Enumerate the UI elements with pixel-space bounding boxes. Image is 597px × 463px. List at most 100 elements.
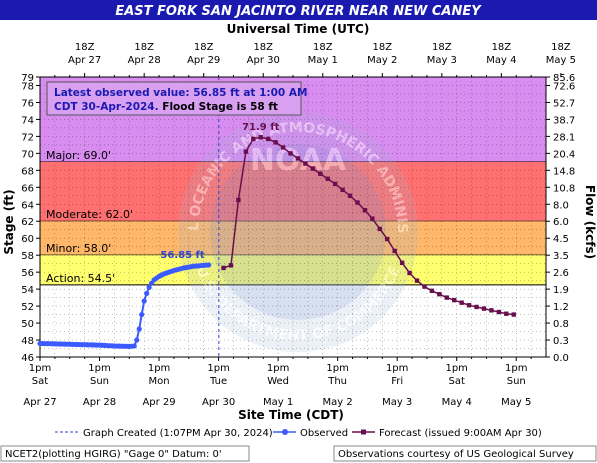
info-box-line2-flood: Flood Stage is 58 ft xyxy=(159,101,278,113)
cdt-tick-date: Apr 28 xyxy=(83,397,116,408)
stage-tick-label: 66 xyxy=(21,183,34,194)
cdt-tick-day: Tue xyxy=(209,376,227,387)
stage-tick-label: 78 xyxy=(21,81,34,92)
stage-tick-label: 60 xyxy=(21,234,34,245)
forecast-point xyxy=(459,300,464,305)
cdt-tick-date: Apr 30 xyxy=(202,397,235,408)
info-box-line1: Latest observed value: 56.85 ft at 1:00 … xyxy=(54,87,307,99)
observed-point xyxy=(146,284,152,291)
forecast-point xyxy=(362,208,368,213)
utc-tick-hour: 18Z xyxy=(75,42,95,53)
info-box-line2: CDT 30-Apr-2024. Flood Stage is 58 ft xyxy=(54,101,278,113)
cdt-tick-date: Apr 27 xyxy=(23,397,56,408)
info-box-line2-date: CDT 30-Apr-2024. xyxy=(54,101,159,113)
forecast-point xyxy=(511,312,516,317)
utc-tick-hour: 18Z xyxy=(134,42,154,53)
cdt-tick-day: Sat xyxy=(449,376,465,387)
forecast-point xyxy=(325,176,330,182)
bottom-axis-label: Site Time (CDT) xyxy=(238,408,344,422)
utc-tick-date: May 5 xyxy=(546,55,576,66)
utc-tick-date: Apr 27 xyxy=(68,55,101,66)
flow-tick-label: 28.1 xyxy=(553,132,575,143)
footer-right-box xyxy=(333,445,597,462)
flow-tick-label: 0.8 xyxy=(553,319,569,330)
forecast-point xyxy=(355,200,360,205)
forecast-point xyxy=(429,288,435,294)
cdt-tick-time: 1pm xyxy=(326,363,348,374)
flow-tick-label: 38.7 xyxy=(553,115,575,126)
flow-tick-label: 4.5 xyxy=(553,234,569,245)
flow-tick-label: 1.9 xyxy=(553,285,569,296)
forecast-point xyxy=(399,260,405,266)
forecast-point xyxy=(288,151,293,156)
stage-tick-label: 79 xyxy=(21,73,34,84)
cdt-tick-date: May 2 xyxy=(323,397,353,408)
forecast-point xyxy=(437,292,442,297)
legend: Graph Created (1:07PM Apr 30, 2024) Obse… xyxy=(55,428,542,439)
forecast-point xyxy=(466,303,472,308)
forecast-peak-label: 71.9 ft xyxy=(242,122,280,133)
forecast-point xyxy=(444,295,449,300)
threshold-label-major: Major: 69.0' xyxy=(46,149,111,162)
legend-forecast-marker xyxy=(361,429,366,435)
utc-tick-date: May 4 xyxy=(486,55,516,66)
cdt-tick-time: 1pm xyxy=(445,363,467,374)
forecast-point xyxy=(474,304,479,310)
utc-tick-hour: 18Z xyxy=(551,42,571,53)
flood-category-labels: Major: 69.0' Moderate: 62.0' Minor: 58.0' A… xyxy=(46,149,133,285)
flow-axis-ticks: 85.672.6 52.7 38.7 28.1 20.4 14.8 10.8 8.0 6.0 4.… xyxy=(546,73,575,364)
utc-tick-hour: 18Z xyxy=(492,42,512,53)
cdt-tick-day: Sat xyxy=(32,376,48,387)
cdt-tick-time: 1pm xyxy=(207,363,229,374)
forecast-point xyxy=(496,309,502,315)
stage-tick-label: 76 xyxy=(21,98,34,109)
chart-title: EAST FORK SAN JACINTO RIVER NEAR NEW CAN… xyxy=(115,4,482,19)
stage-tick-label: 74 xyxy=(21,115,34,126)
legend-forecast-label: Forecast (issued 9:00AM Apr 30) xyxy=(379,428,542,439)
cdt-tick-date: Apr 29 xyxy=(142,397,175,408)
forecast-series xyxy=(221,135,516,317)
cdt-tick-time: 1pm xyxy=(88,363,110,374)
stage-tick-label: 46 xyxy=(21,353,34,364)
stage-tick-label: 52 xyxy=(21,302,34,313)
forecast-point xyxy=(377,226,383,232)
forecast-point xyxy=(243,149,249,154)
forecast-point xyxy=(481,306,487,311)
forecast-point xyxy=(452,297,457,303)
forecast-point xyxy=(370,216,375,221)
latest-observed-label: 56.85 ft xyxy=(160,250,204,261)
forecast-point xyxy=(236,197,241,203)
stage-tick-label: 56 xyxy=(21,268,34,279)
forecast-point xyxy=(489,308,494,313)
info-box-background xyxy=(46,81,302,116)
cdt-tick-time: 1pm xyxy=(148,363,170,374)
forecast-point xyxy=(392,248,397,254)
forecast-point xyxy=(407,270,412,276)
stage-tick-label: 58 xyxy=(21,251,34,262)
utc-tick-date: Apr 29 xyxy=(187,55,220,66)
observed-series xyxy=(37,262,212,349)
forecast-point xyxy=(318,171,323,176)
observed-point xyxy=(141,298,147,304)
flow-tick-label: 8.0 xyxy=(553,200,569,211)
utc-tick-date: May 3 xyxy=(427,55,457,66)
cdt-tick-day: Wed xyxy=(267,376,289,387)
forecast-point xyxy=(310,166,316,171)
flow-tick-label: 10.8 xyxy=(553,183,575,194)
cdt-tick-date: May 4 xyxy=(442,397,472,408)
observed-point xyxy=(134,337,140,343)
threshold-label-moderate: Moderate: 62.0' xyxy=(46,208,133,221)
flow-tick-label: 6.0 xyxy=(553,217,569,228)
cdt-tick-time: 1pm xyxy=(29,363,51,374)
cdt-tick-day: Sun xyxy=(90,376,109,387)
utc-tick-date: May 1 xyxy=(308,55,338,66)
forecast-point xyxy=(422,284,427,289)
forecast-point xyxy=(385,236,390,242)
stage-tick-label: 48 xyxy=(21,336,34,347)
grid-lines xyxy=(40,76,546,358)
stage-tick-label: 68 xyxy=(21,166,34,177)
flow-tick-label: 72.6 xyxy=(553,81,575,92)
observed-point xyxy=(131,343,137,349)
